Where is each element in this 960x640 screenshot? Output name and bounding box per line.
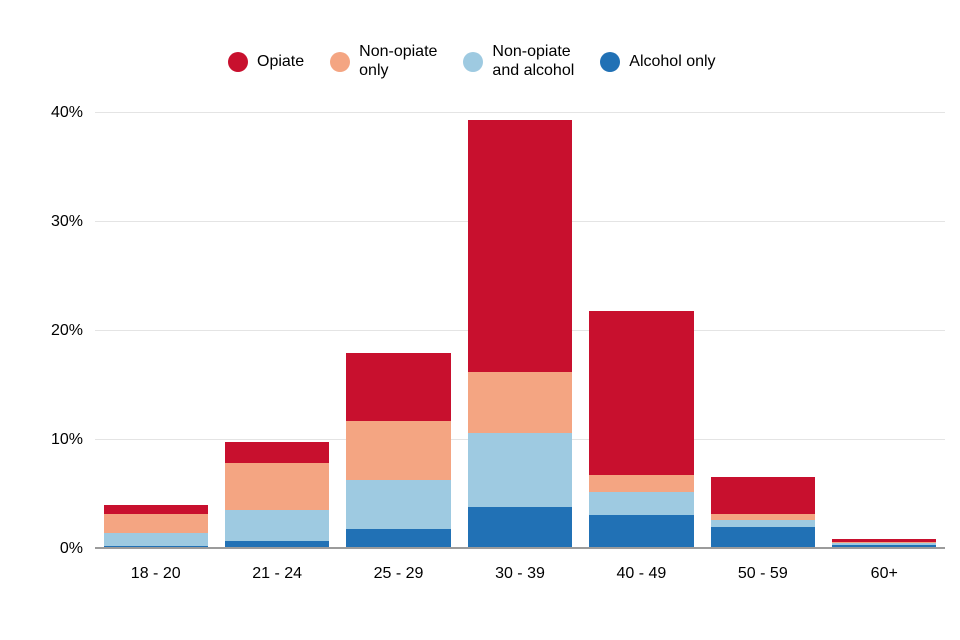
legend-label: Non-opiate and alcohol	[492, 43, 575, 79]
bars-container	[95, 113, 945, 549]
legend-swatch-icon	[330, 52, 351, 72]
legend-swatch-icon	[463, 52, 484, 72]
bar-segment	[467, 433, 573, 507]
stacked-bar	[832, 538, 937, 549]
y-tick-label: 0%	[59, 540, 83, 557]
bar-segment	[710, 519, 816, 528]
legend-swatch-icon	[228, 52, 248, 72]
bar-slot	[95, 113, 216, 549]
bar-segment	[103, 514, 208, 533]
x-tick-label: 60+	[870, 565, 898, 582]
bar-segment	[224, 541, 330, 549]
bar-slot	[702, 113, 823, 549]
bar-segment	[710, 514, 816, 520]
stacked-bar	[467, 119, 573, 549]
bar-slot	[581, 113, 702, 549]
bar-segment	[832, 541, 937, 544]
bar-segment	[832, 538, 937, 542]
gridline	[95, 112, 945, 113]
bar-segment	[467, 119, 573, 373]
bar-segment	[589, 492, 694, 516]
bar-segment	[467, 372, 573, 434]
x-tick-label: 18 - 20	[130, 565, 181, 582]
bar-segment	[710, 477, 816, 515]
legend-swatch-icon	[600, 52, 621, 72]
bar-segment	[224, 462, 330, 510]
legend-item: Alcohol only	[600, 52, 716, 72]
bar-segment	[710, 527, 816, 549]
bar-segment	[589, 474, 694, 493]
bar-segment	[346, 421, 451, 481]
bar-segment	[832, 543, 937, 545]
bar-segment	[346, 529, 451, 549]
stacked-bar	[103, 505, 208, 549]
bar-segment	[103, 505, 208, 515]
bar-slot	[459, 113, 580, 549]
bar-segment	[589, 311, 694, 475]
x-axis-labels: 18 - 20 21 - 24 25 - 29 30 - 39 40 - 49 50 - …	[95, 565, 945, 583]
bar-segment	[467, 506, 573, 549]
bar-segment	[224, 509, 330, 542]
bar-segment	[832, 544, 937, 549]
stacked-bar	[346, 352, 451, 549]
bar-slot	[216, 113, 337, 549]
y-tick-label: 40%	[50, 104, 83, 121]
x-axis-line	[95, 547, 945, 549]
x-tick-label: 30 - 39	[495, 565, 545, 582]
y-tick-label: 30%	[50, 213, 83, 230]
bar-segment	[224, 442, 330, 463]
bar-segment	[589, 515, 694, 549]
legend-item: Non-opiate only	[330, 43, 437, 81]
legend-label: Alcohol only	[629, 52, 716, 70]
legend-label: Opiate	[257, 52, 305, 70]
bar-segment	[346, 480, 451, 530]
plot-area: 0% 10% 20% 30% 40% 18 - 20 21 - 24 25 - 29 30 -…	[51, 104, 945, 582]
stacked-bar	[589, 311, 694, 549]
legend-label: Non-opiate only	[359, 43, 438, 79]
x-tick-label: 40 - 49	[616, 565, 667, 582]
x-tick-label: 21 - 24	[252, 565, 303, 582]
y-tick-label: 20%	[50, 322, 83, 339]
bar-segment	[103, 532, 208, 546]
x-tick-label: 50 - 59	[737, 565, 788, 582]
x-tick-label: 25 - 29	[373, 565, 424, 582]
bar-slot	[338, 113, 459, 549]
stacked-bar	[224, 442, 330, 549]
chart-legend: Opiate Non-opiate only Non-opiate and alco…	[228, 36, 716, 88]
legend-item: Non-opiate and alcohol	[463, 43, 574, 81]
legend-item: Opiate	[228, 52, 304, 72]
bar-segment	[346, 352, 451, 422]
y-tick-label: 10%	[50, 431, 83, 448]
stacked-bar	[710, 477, 816, 549]
bar-slot	[824, 113, 945, 549]
